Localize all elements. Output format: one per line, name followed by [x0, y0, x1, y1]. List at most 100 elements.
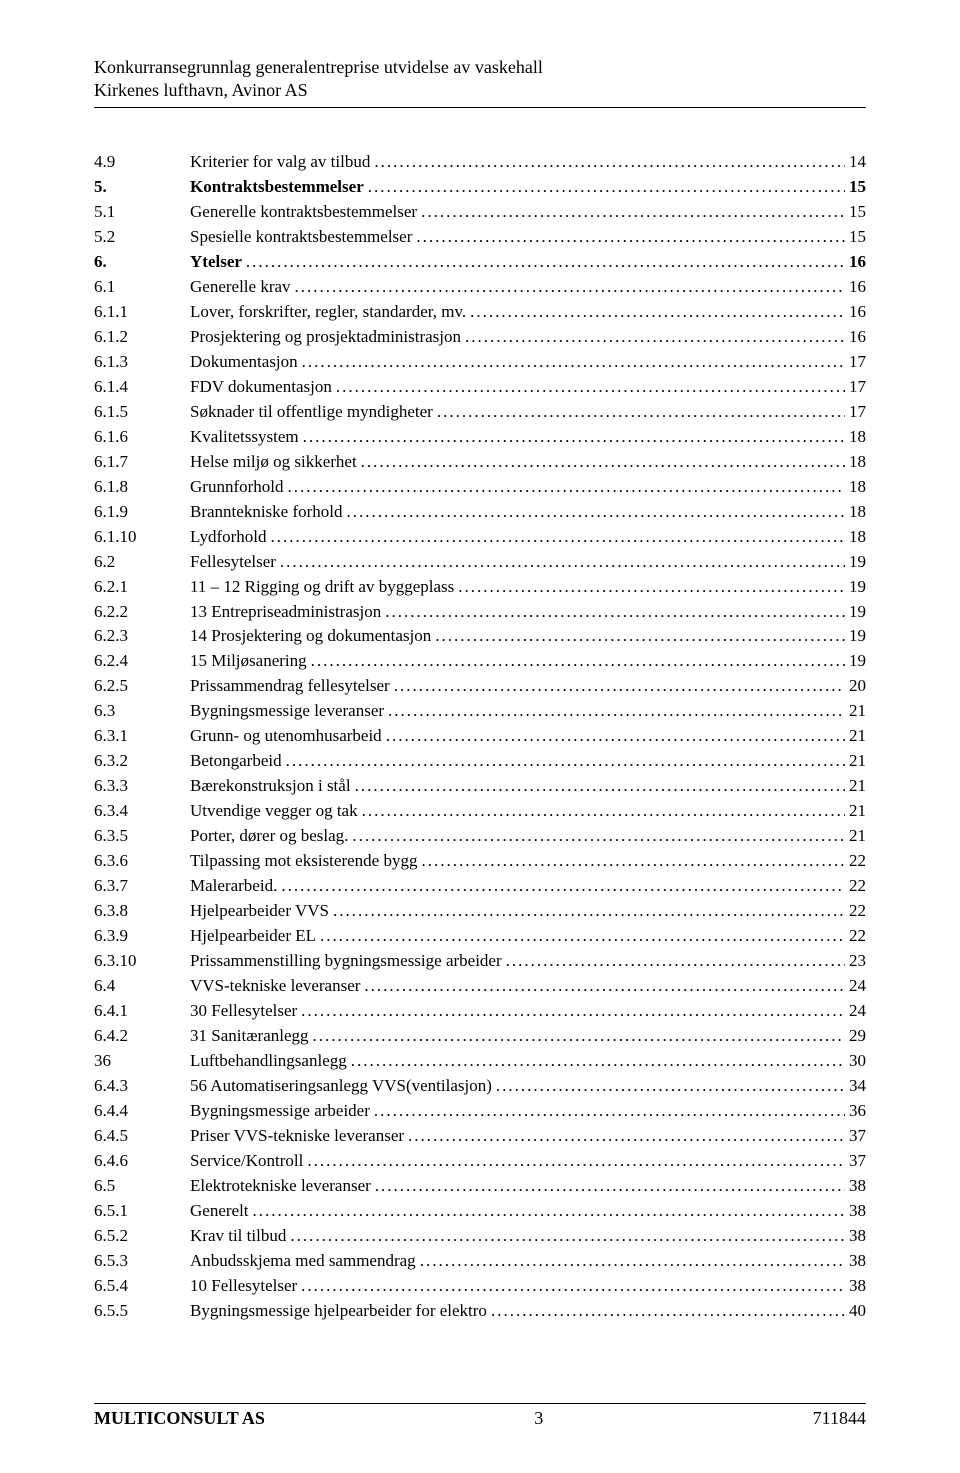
toc-row: 6.4.4Bygningsmessige arbeider36 [94, 1099, 866, 1124]
toc-page-number: 38 [849, 1249, 866, 1274]
toc-page-number: 16 [849, 325, 866, 350]
toc-page-number: 21 [849, 774, 866, 799]
toc-number: 6.4.6 [94, 1149, 190, 1174]
toc-number: 6.5.3 [94, 1249, 190, 1274]
toc-row: 6.4.6Service/Kontroll37 [94, 1149, 866, 1174]
toc-leader-dots [385, 600, 845, 625]
toc-title: Service/Kontroll [190, 1149, 303, 1174]
toc-row: 6.5Elektrotekniske leveranser38 [94, 1174, 866, 1199]
toc-row: 36Luftbehandlingsanlegg30 [94, 1049, 866, 1074]
toc-leader-dots [421, 200, 845, 225]
toc-row: 6.Ytelser16 [94, 250, 866, 275]
toc-number: 6.1 [94, 275, 190, 300]
toc-leader-dots [280, 550, 845, 575]
toc-page-number: 19 [849, 624, 866, 649]
toc-number: 6.3.10 [94, 949, 190, 974]
toc-title: Generelt [190, 1199, 249, 1224]
toc-page-number: 15 [849, 200, 866, 225]
toc-page-number: 15 [849, 225, 866, 250]
toc-title: Grunn- og utenomhusarbeid [190, 724, 382, 749]
toc-leader-dots [416, 225, 845, 250]
toc-title: 11 – 12 Rigging og drift av byggeplass [190, 575, 454, 600]
toc-row: 6.2.415 Miljøsanering19 [94, 649, 866, 674]
toc-title: Bærekonstruksjon i stål [190, 774, 351, 799]
toc-row: 6.2.314 Prosjektering og dokumentasjon19 [94, 624, 866, 649]
toc-title: Lover, forskrifter, regler, standarder, … [190, 300, 466, 325]
toc-row: 6.1.9Branntekniske forhold18 [94, 500, 866, 525]
toc-page-number: 40 [849, 1299, 866, 1324]
toc-number: 6.2.3 [94, 624, 190, 649]
toc-row: 5.Kontraktsbestemmelser15 [94, 175, 866, 200]
toc-row: 6.3.5Porter, dører og beslag.21 [94, 824, 866, 849]
toc-number: 5.1 [94, 200, 190, 225]
toc-title: Hjelpearbeider VVS [190, 899, 329, 924]
toc-row: 5.1Generelle kontraktsbestemmelser 15 [94, 200, 866, 225]
toc-page-number: 38 [849, 1274, 866, 1299]
toc-number: 6.4.3 [94, 1074, 190, 1099]
toc-page-number: 37 [849, 1124, 866, 1149]
toc-row: 6.3.1Grunn- og utenomhusarbeid21 [94, 724, 866, 749]
toc-leader-dots [506, 949, 845, 974]
toc-title: Grunnforhold [190, 475, 283, 500]
toc-number: 6.4 [94, 974, 190, 999]
toc-leader-dots [253, 1199, 845, 1224]
toc-title: Branntekniske forhold [190, 500, 343, 525]
toc-title: FDV dokumentasjon [190, 375, 332, 400]
toc-title: 13 Entrepriseadministrasjon [190, 600, 381, 625]
footer-page-number: 3 [534, 1408, 543, 1429]
toc-number: 6.1.9 [94, 500, 190, 525]
toc-row: 6.2.213 Entrepriseadministrasjon19 [94, 600, 866, 625]
toc-number: 6.3.5 [94, 824, 190, 849]
toc-title: Prosjektering og prosjektadministrasjon [190, 325, 461, 350]
toc-page-number: 16 [849, 250, 866, 275]
toc-number: 6.1.10 [94, 525, 190, 550]
toc-title: Tilpassing mot eksisterende bygg [190, 849, 417, 874]
toc-number: 5. [94, 175, 190, 200]
toc-number: 6.1.2 [94, 325, 190, 350]
toc-row: 5.2Spesielle kontraktsbestemmelser15 [94, 225, 866, 250]
toc-row: 6.3.9Hjelpearbeider EL22 [94, 924, 866, 949]
toc-row: 6.1Generelle krav 16 [94, 275, 866, 300]
toc-number: 6.5 [94, 1174, 190, 1199]
toc-leader-dots [301, 1274, 845, 1299]
toc-leader-dots [320, 924, 845, 949]
toc-row: 6.5.410 Fellesytelser38 [94, 1274, 866, 1299]
toc-number: 4.9 [94, 150, 190, 175]
toc-leader-dots [437, 400, 845, 425]
toc-number: 6.3.1 [94, 724, 190, 749]
toc-page-number: 14 [849, 150, 866, 175]
toc-row: 6.3.2Betongarbeid21 [94, 749, 866, 774]
toc-leader-dots [496, 1074, 845, 1099]
toc-title: Krav til tilbud [190, 1224, 286, 1249]
toc-page-number: 22 [849, 899, 866, 924]
toc-title: Prissammenstilling bygningsmessige arbei… [190, 949, 502, 974]
toc-row: 6.5.2Krav til tilbud38 [94, 1224, 866, 1249]
toc-title: Fellesytelser [190, 550, 276, 575]
document-footer: MULTICONSULT AS 3 711844 [94, 1403, 866, 1429]
toc-leader-dots [420, 1249, 845, 1274]
toc-page-number: 24 [849, 974, 866, 999]
toc-leader-dots [290, 1224, 845, 1249]
toc-title: Hjelpearbeider EL [190, 924, 316, 949]
toc-number: 6.5.5 [94, 1299, 190, 1324]
header-line-2: Kirkenes lufthavn, Avinor AS [94, 79, 866, 107]
toc-leader-dots [347, 500, 846, 525]
toc-title: Generelle kontraktsbestemmelser [190, 200, 417, 225]
toc-title: Priser VVS-tekniske leveranser [190, 1124, 404, 1149]
toc-number: 6.1.8 [94, 475, 190, 500]
toc-row: 6.3Bygningsmessige leveranser21 [94, 699, 866, 724]
toc-title: Generelle krav [190, 275, 291, 300]
toc-number: 6.3.4 [94, 799, 190, 824]
toc-leader-dots [465, 325, 845, 350]
toc-leader-dots [295, 275, 845, 300]
toc-row: 6.1.2Prosjektering og prosjektadministra… [94, 325, 866, 350]
toc-page-number: 16 [849, 275, 866, 300]
toc-number: 6.4.4 [94, 1099, 190, 1124]
header-line-1: Konkurransegrunnlag generalentreprise ut… [94, 56, 866, 79]
toc-title: 15 Miljøsanering [190, 649, 307, 674]
toc-page-number: 19 [849, 600, 866, 625]
toc-row: 6.5.5Bygningsmessige hjelpearbeider for … [94, 1299, 866, 1324]
toc-number: 6.1.3 [94, 350, 190, 375]
toc-page-number: 38 [849, 1199, 866, 1224]
toc-row: 6.1.1Lover, forskrifter, regler, standar… [94, 300, 866, 325]
